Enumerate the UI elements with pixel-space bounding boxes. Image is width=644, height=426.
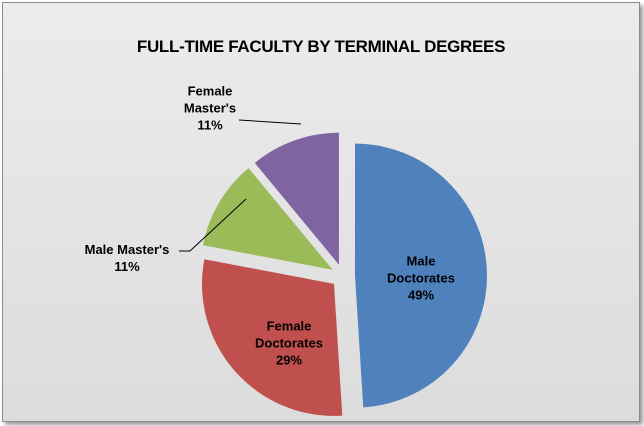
category-label: Female Master's xyxy=(183,83,237,116)
data-label: Female Doctorates 29% xyxy=(244,318,334,369)
data-label: Male Master's 11% xyxy=(62,241,192,275)
pie-slice xyxy=(203,168,333,270)
pie-slice xyxy=(254,132,339,265)
value-label: 49% xyxy=(407,287,435,303)
value-label: 11% xyxy=(197,117,223,133)
value-label: 11% xyxy=(114,259,140,274)
leader-line xyxy=(238,119,302,125)
leader-line xyxy=(179,198,247,252)
data-label: Male Doctorates 49% xyxy=(376,253,466,304)
value-label: 29% xyxy=(275,352,303,368)
pie-slice xyxy=(354,143,487,408)
category-label: Male Master's xyxy=(84,242,170,257)
chart-frame: FULL-TIME FACULTY BY TERMINAL DEGREES Ma… xyxy=(2,2,640,422)
chart-title: FULL-TIME FACULTY BY TERMINAL DEGREES xyxy=(136,37,506,56)
category-label: Male Doctorates xyxy=(387,253,455,286)
pie-slice xyxy=(201,259,343,416)
data-label: Female Master's 11% xyxy=(175,83,245,134)
pie-area xyxy=(179,119,487,416)
category-label: Female Doctorates xyxy=(255,318,323,351)
